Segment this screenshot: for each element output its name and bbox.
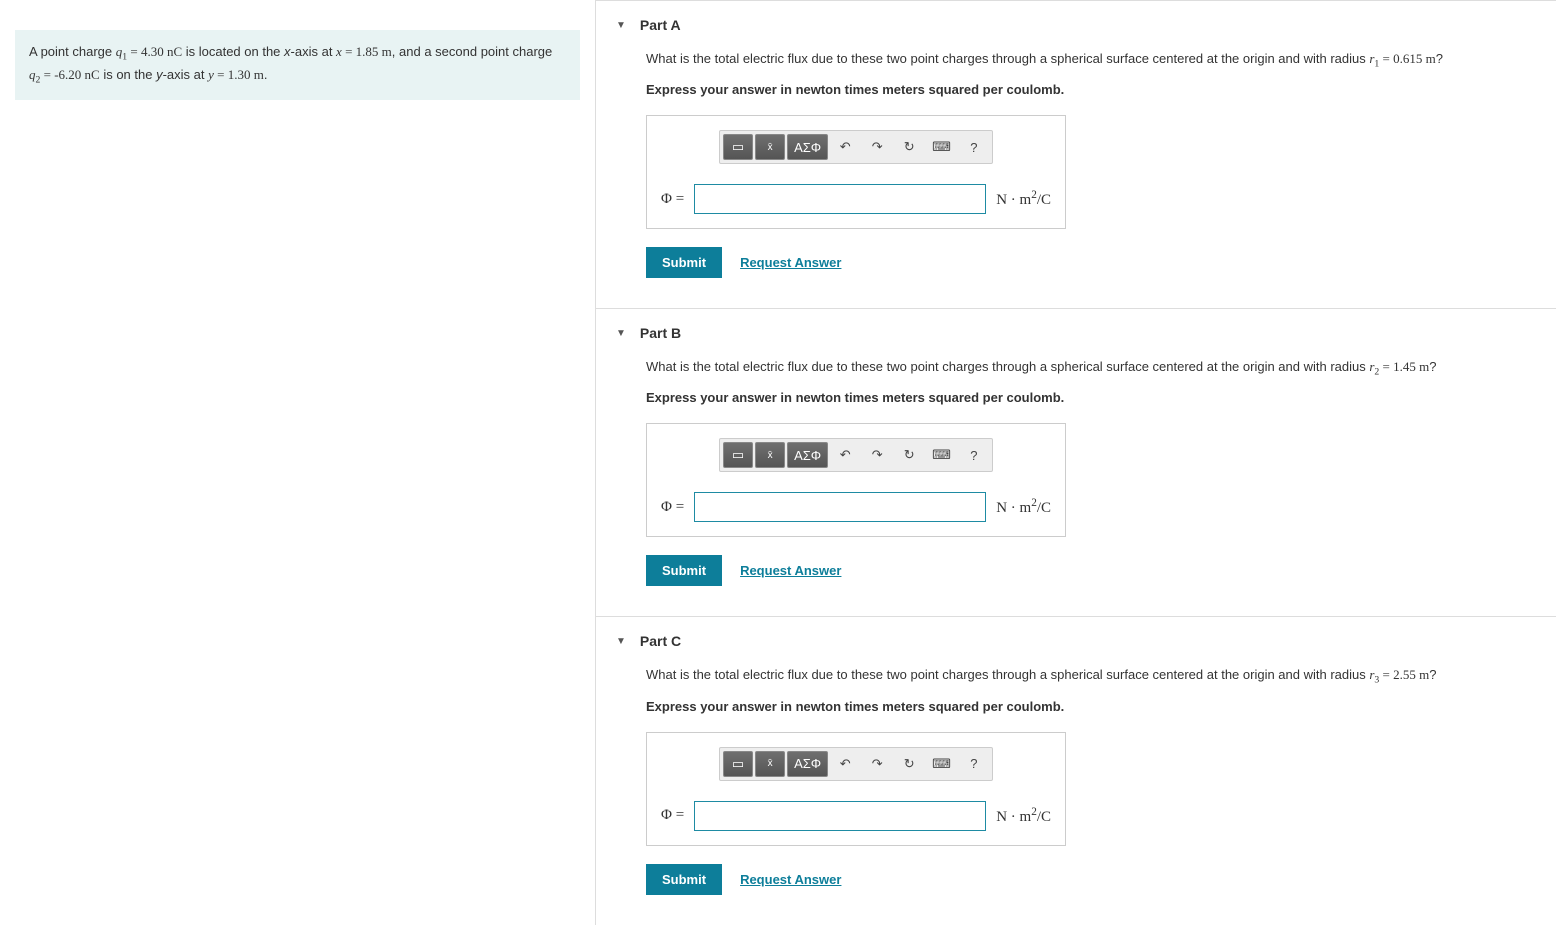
part-b-submit-button[interactable]: Submit — [646, 555, 722, 586]
part-c-instruction: Express your answer in newton times mete… — [646, 699, 1536, 714]
part-b-title: Part B — [640, 325, 681, 341]
greek-button[interactable]: ΑΣΦ — [787, 751, 828, 777]
fraction-icon[interactable]: x̄ — [755, 442, 785, 468]
part-c-header[interactable]: ▼ Part C — [596, 617, 1556, 665]
undo-icon[interactable]: ↶ — [830, 442, 860, 468]
caret-down-icon: ▼ — [616, 20, 626, 31]
help-icon[interactable]: ? — [959, 134, 989, 160]
redo-icon[interactable]: ↷ — [862, 751, 892, 777]
part-a-question: What is the total electric flux due to t… — [646, 49, 1536, 72]
part-a-header[interactable]: ▼ Part A — [596, 1, 1556, 49]
part-b: ▼ Part B What is the total electric flux… — [596, 308, 1556, 616]
caret-down-icon: ▼ — [616, 328, 626, 339]
part-b-answer-row: Φ = N · m2/C — [661, 492, 1051, 522]
greek-button[interactable]: ΑΣΦ — [787, 442, 828, 468]
problem-text: A point charge q1 = 4.30 nC is located o… — [29, 44, 552, 82]
part-b-answer-panel: ▭ x̄ ΑΣΦ ↶ ↷ ↻ ⌨ ? Φ = N · m2/C — [646, 423, 1066, 537]
part-c-toolbar: ▭ x̄ ΑΣΦ ↶ ↷ ↻ ⌨ ? — [719, 747, 993, 781]
greek-button[interactable]: ΑΣΦ — [787, 134, 828, 160]
problem-statement: A point charge q1 = 4.30 nC is located o… — [15, 30, 580, 100]
part-a-answer-row: Φ = N · m2/C — [661, 184, 1051, 214]
part-c-submit-button[interactable]: Submit — [646, 864, 722, 895]
part-a-answer-input[interactable] — [694, 184, 986, 214]
redo-icon[interactable]: ↷ — [862, 134, 892, 160]
template-icon[interactable]: ▭ — [723, 442, 753, 468]
phi-label: Φ = — [661, 807, 684, 824]
unit-label: N · m2/C — [996, 189, 1051, 209]
part-a-instruction: Express your answer in newton times mete… — [646, 82, 1536, 97]
undo-icon[interactable]: ↶ — [830, 751, 860, 777]
part-c-question: What is the total electric flux due to t… — [646, 665, 1536, 688]
caret-down-icon: ▼ — [616, 636, 626, 647]
fraction-icon[interactable]: x̄ — [755, 134, 785, 160]
template-icon[interactable]: ▭ — [723, 134, 753, 160]
reset-icon[interactable]: ↻ — [894, 442, 924, 468]
part-c-answer-input[interactable] — [694, 801, 986, 831]
reset-icon[interactable]: ↻ — [894, 751, 924, 777]
part-b-toolbar: ▭ x̄ ΑΣΦ ↶ ↷ ↻ ⌨ ? — [719, 438, 993, 472]
help-icon[interactable]: ? — [959, 751, 989, 777]
page-layout: A point charge q1 = 4.30 nC is located o… — [0, 0, 1556, 925]
reset-icon[interactable]: ↻ — [894, 134, 924, 160]
part-a-answer-panel: ▭ x̄ ΑΣΦ ↶ ↷ ↻ ⌨ ? Φ = N · m2/C — [646, 115, 1066, 229]
part-b-request-answer-link[interactable]: Request Answer — [740, 563, 841, 578]
part-a-toolbar: ▭ x̄ ΑΣΦ ↶ ↷ ↻ ⌨ ? — [719, 130, 993, 164]
part-a-submit-button[interactable]: Submit — [646, 247, 722, 278]
part-b-question: What is the total electric flux due to t… — [646, 357, 1536, 380]
part-c-request-answer-link[interactable]: Request Answer — [740, 872, 841, 887]
part-c-body: What is the total electric flux due to t… — [596, 665, 1556, 924]
part-a-body: What is the total electric flux due to t… — [596, 49, 1556, 308]
part-a-actions: Submit Request Answer — [646, 247, 1536, 278]
unit-label: N · m2/C — [996, 497, 1051, 517]
keyboard-icon[interactable]: ⌨ — [926, 442, 957, 468]
part-c-answer-row: Φ = N · m2/C — [661, 801, 1051, 831]
part-b-instruction: Express your answer in newton times mete… — [646, 390, 1536, 405]
part-c: ▼ Part C What is the total electric flux… — [596, 616, 1556, 924]
part-b-header[interactable]: ▼ Part B — [596, 309, 1556, 357]
keyboard-icon[interactable]: ⌨ — [926, 751, 957, 777]
unit-label: N · m2/C — [996, 806, 1051, 826]
phi-label: Φ = — [661, 499, 684, 516]
keyboard-icon[interactable]: ⌨ — [926, 134, 957, 160]
part-b-answer-input[interactable] — [694, 492, 986, 522]
redo-icon[interactable]: ↷ — [862, 442, 892, 468]
part-b-body: What is the total electric flux due to t… — [596, 357, 1556, 616]
part-c-actions: Submit Request Answer — [646, 864, 1536, 895]
part-b-actions: Submit Request Answer — [646, 555, 1536, 586]
problem-column: A point charge q1 = 4.30 nC is located o… — [0, 0, 595, 925]
undo-icon[interactable]: ↶ — [830, 134, 860, 160]
part-c-title: Part C — [640, 633, 681, 649]
parts-column: ▼ Part A What is the total electric flux… — [595, 0, 1556, 925]
part-a: ▼ Part A What is the total electric flux… — [596, 0, 1556, 308]
fraction-icon[interactable]: x̄ — [755, 751, 785, 777]
part-a-request-answer-link[interactable]: Request Answer — [740, 255, 841, 270]
template-icon[interactable]: ▭ — [723, 751, 753, 777]
part-a-title: Part A — [640, 17, 681, 33]
part-c-answer-panel: ▭ x̄ ΑΣΦ ↶ ↷ ↻ ⌨ ? Φ = N · m2/C — [646, 732, 1066, 846]
help-icon[interactable]: ? — [959, 442, 989, 468]
phi-label: Φ = — [661, 191, 684, 208]
